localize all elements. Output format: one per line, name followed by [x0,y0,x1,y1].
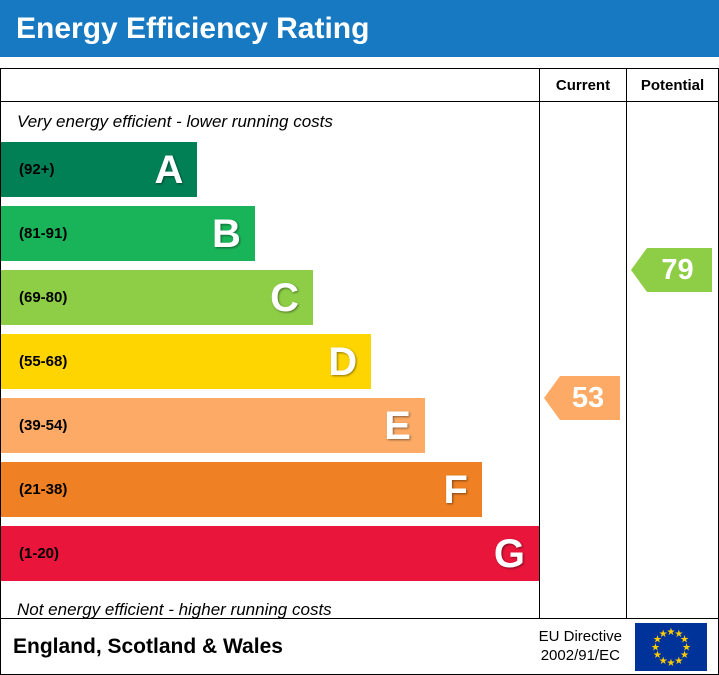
eu-directive-line1: EU Directive [538,627,622,645]
svg-text:★: ★ [653,650,662,661]
potential-arrow: 79 [631,248,712,292]
column-header-current: Current [539,69,626,101]
band-letter: C [270,275,300,320]
svg-text:★: ★ [682,642,691,653]
band-range: (81-91) [19,225,68,242]
band-row: (39-54) E [1,398,539,462]
band-letter: D [328,339,358,384]
svg-text:★: ★ [680,650,689,661]
band-bar: (55-68) D [1,334,372,389]
svg-text:★: ★ [659,655,668,666]
band-bar: (81-91) B [1,206,255,261]
band-range: (21-38) [19,481,68,498]
band-range: (92+) [19,161,55,178]
chart-body: Very energy efficient - lower running co… [1,102,718,618]
eu-directive-block: EU Directive 2002/91/EC ★ ★ ★ ★ ★ ★ ★ ★ … [539,622,708,671]
band-row: (1-20) G [1,526,539,590]
eu-directive-text: EU Directive 2002/91/EC [539,628,622,666]
band-letter: G [493,531,525,576]
band-row: (21-38) F [1,462,539,526]
page-title: Energy Efficiency Rating [0,0,719,57]
eu-directive-line2: 2002/91/EC [540,646,620,664]
band-bar: (21-38) F [1,462,482,517]
potential-column: 79 [626,102,718,618]
band-letter: E [384,403,411,448]
svg-text:★: ★ [666,657,675,668]
svg-text:★: ★ [680,634,689,645]
bands-list: (92+) A (81-91) B (69-80) C (55-68) D (3… [1,142,539,590]
band-range: (55-68) [19,353,68,370]
svg-text:★: ★ [653,634,662,645]
potential-value: 79 [661,253,694,286]
current-value: 53 [571,381,605,414]
bands-column: Very energy efficient - lower running co… [1,102,539,618]
band-letter: F [443,467,468,512]
current-arrow: 53 [544,376,620,420]
band-range: (39-54) [19,417,68,434]
band-row: (69-80) C [1,270,539,334]
footer-region: England, Scotland & Wales [13,634,283,658]
band-row: (92+) A [1,142,539,206]
band-letter: A [154,147,184,192]
band-row: (55-68) D [1,334,539,398]
eu-flag-icon: ★ ★ ★ ★ ★ ★ ★ ★ ★ ★ ★ ★ [635,622,707,671]
svg-text:★: ★ [651,642,660,653]
band-bar: (1-20) G [1,526,539,581]
svg-text:★: ★ [659,628,668,639]
band-bar: (69-80) C [1,270,314,325]
svg-text:★: ★ [674,628,683,639]
current-column: 53 [539,102,626,618]
band-letter: B [212,211,241,256]
note-top: Very energy efficient - lower running co… [17,112,333,131]
band-row: (81-91) B [1,206,539,270]
svg-text:★: ★ [674,655,683,666]
column-header-row: Current Potential [1,69,718,102]
column-header-potential: Potential [626,69,718,101]
note-bottom: Not energy efficient - higher running co… [17,600,332,618]
band-range: (1-20) [19,545,60,562]
svg-text:★: ★ [666,626,675,637]
band-range: (69-80) [19,289,68,306]
band-bar: (39-54) E [1,398,425,453]
footer: England, Scotland & Wales EU Directive 2… [1,618,718,674]
header-spacer [1,69,539,101]
chart-container: Current Potential Very energy efficient … [0,68,719,675]
band-bar: (92+) A [1,142,198,197]
